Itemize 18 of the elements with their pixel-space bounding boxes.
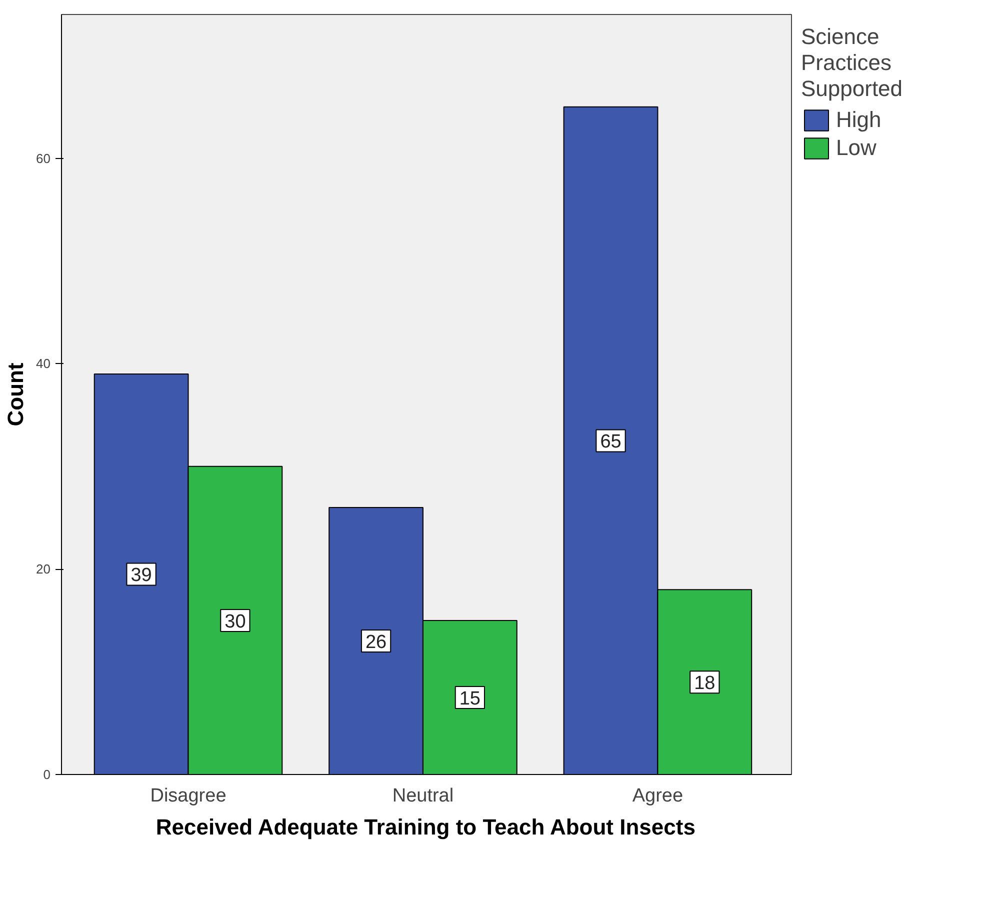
x-axis-title: Received Adequate Training to Teach About Insects (156, 814, 696, 840)
y-tick-label: 60 (36, 150, 51, 166)
data-label: 15 (459, 688, 480, 710)
y-tick-label: 40 (36, 356, 51, 372)
data-label: 18 (694, 673, 716, 694)
data-label: 26 (365, 632, 387, 653)
y-tick-label: 0 (43, 767, 51, 782)
x-tick-label: Agree (632, 786, 684, 806)
x-tick-label: Neutral (392, 786, 454, 806)
data-label: 65 (600, 432, 622, 453)
y-tick-label: 20 (36, 562, 51, 577)
x-tick-label: Disagree (150, 786, 226, 806)
legend-title: Science Practices Supported (801, 24, 903, 102)
data-label: 39 (130, 565, 152, 586)
data-label: 30 (224, 611, 246, 632)
y-axis-title: Count (3, 362, 28, 426)
legend-label: High (836, 107, 882, 133)
legend-label: Low (836, 135, 876, 161)
